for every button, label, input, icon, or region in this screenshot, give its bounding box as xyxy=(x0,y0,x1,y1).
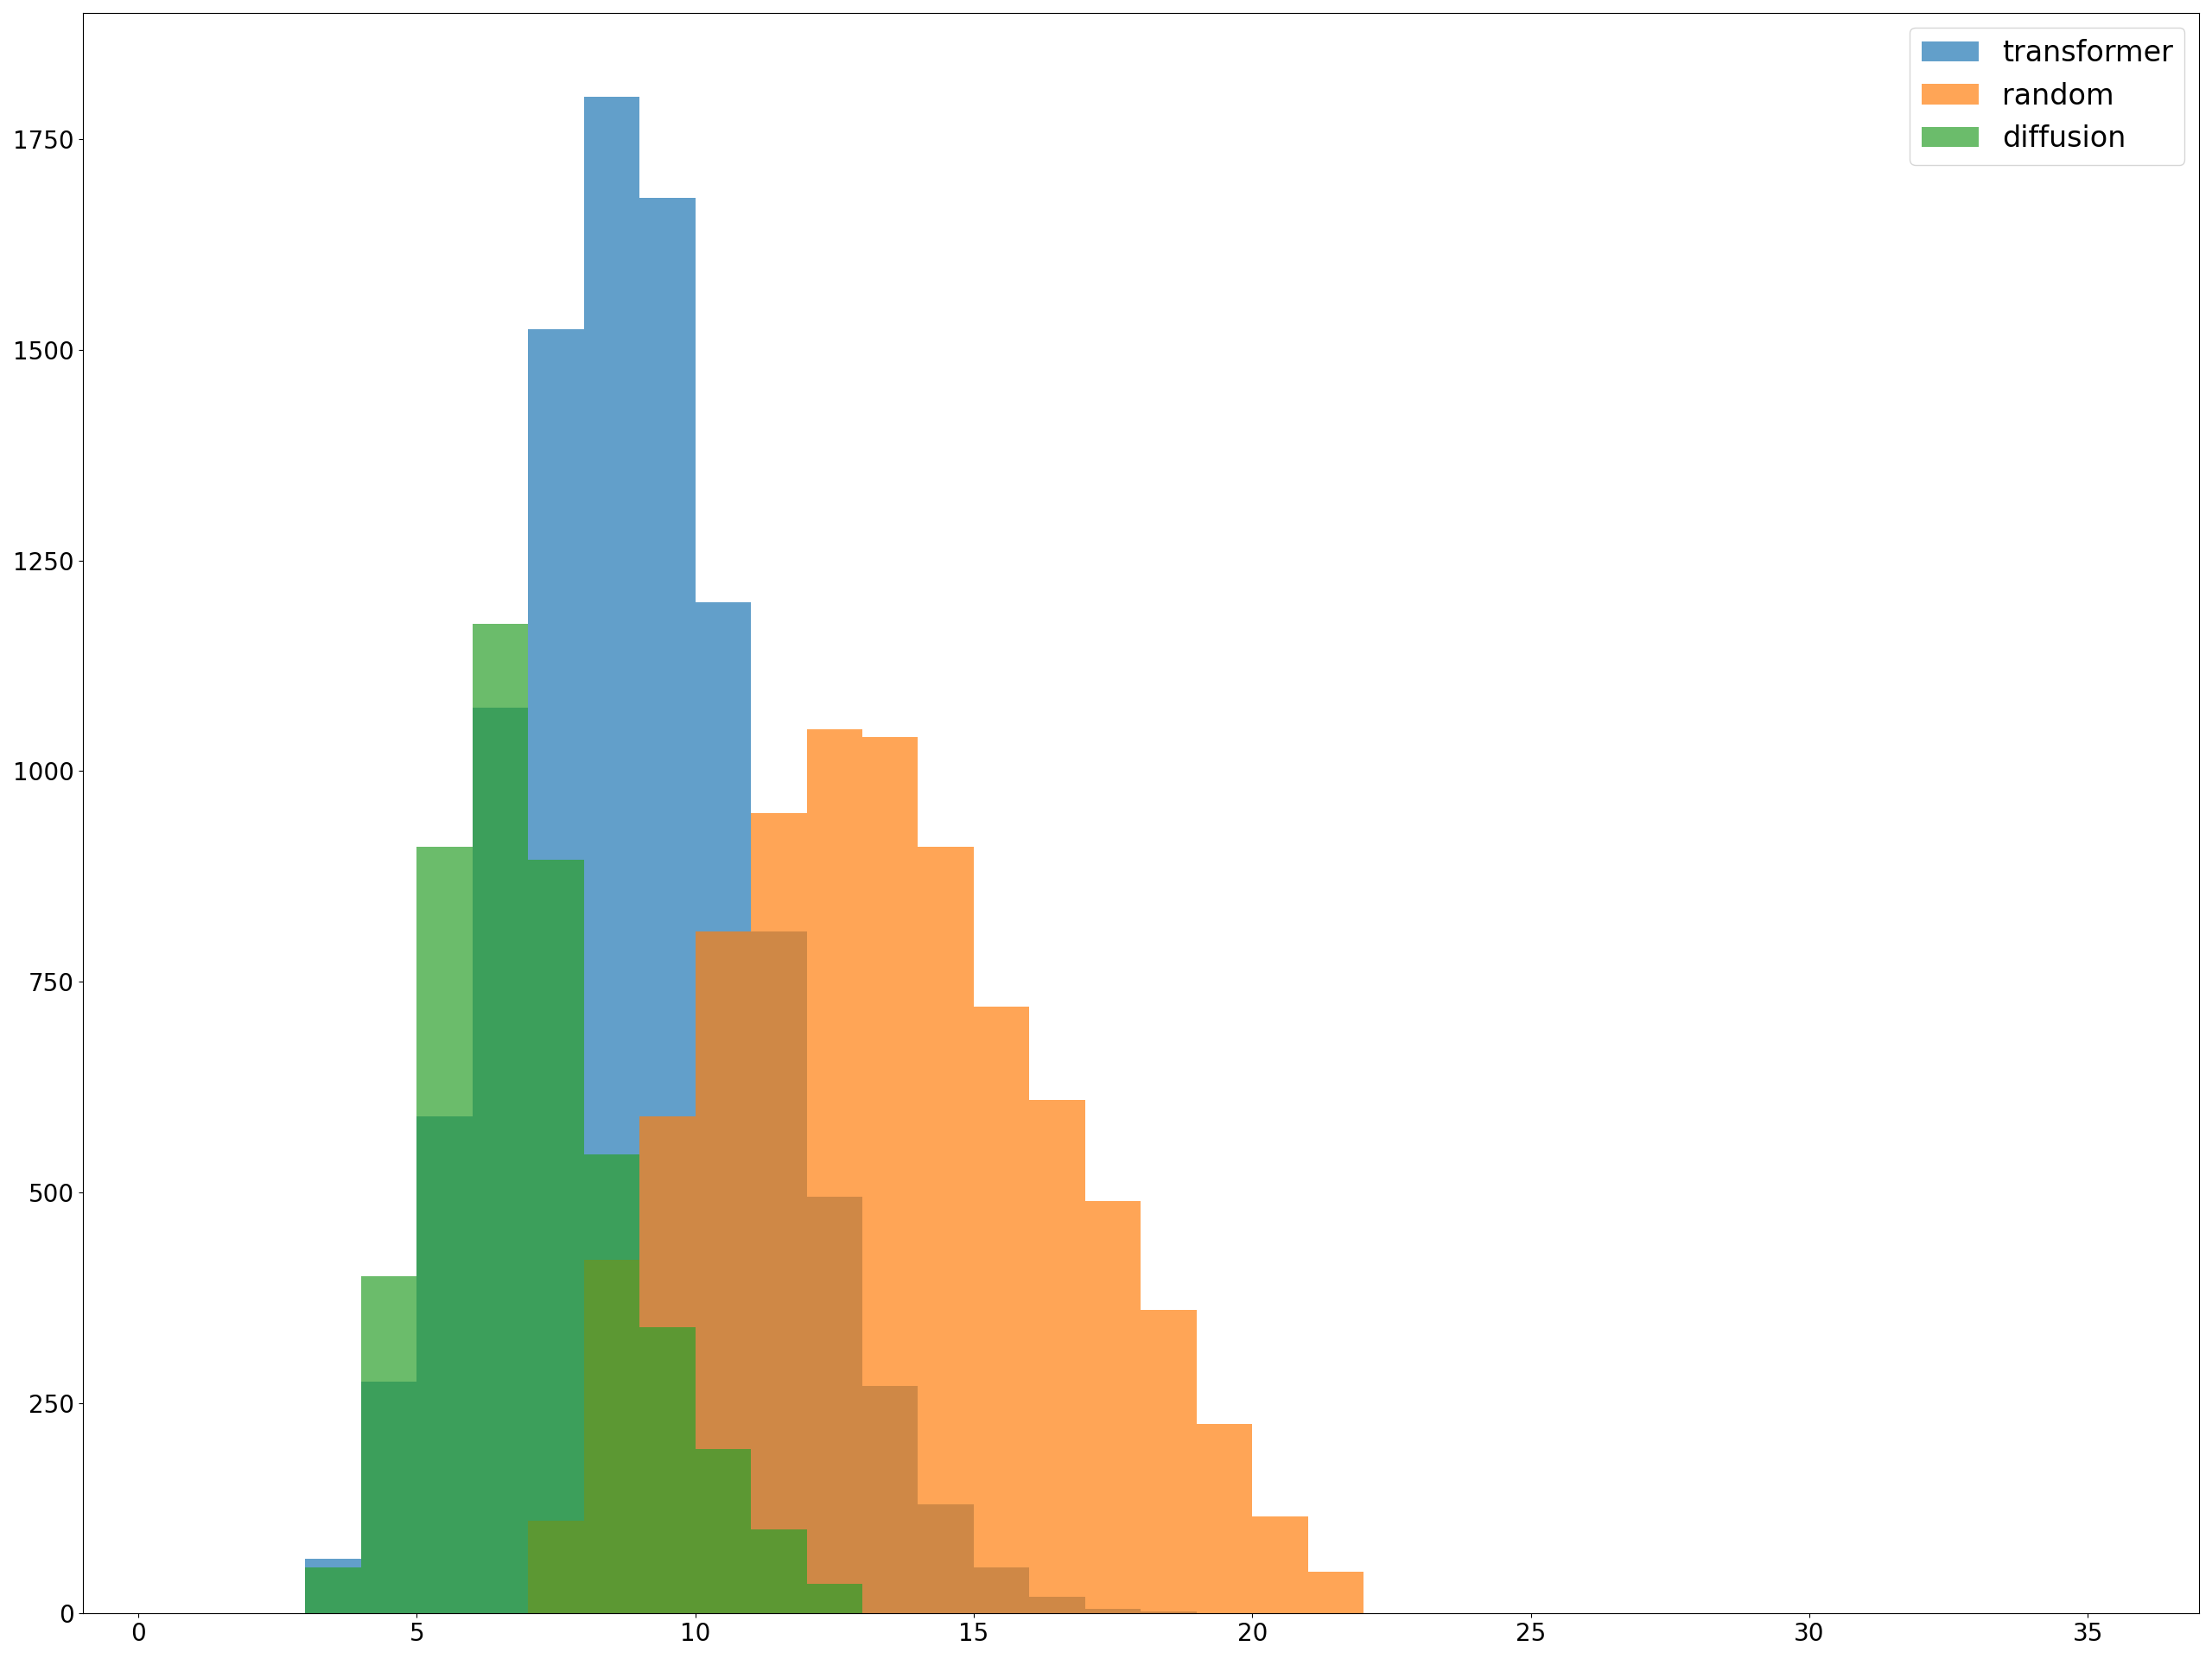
Bar xyxy=(473,624,529,1614)
Bar xyxy=(473,708,529,1614)
Bar xyxy=(807,1196,863,1614)
Bar xyxy=(1086,1609,1141,1614)
Bar xyxy=(1029,1100,1086,1614)
Bar xyxy=(807,1584,863,1614)
Bar xyxy=(973,1007,1029,1614)
Bar xyxy=(1197,1423,1252,1614)
Bar xyxy=(695,931,750,1614)
Bar xyxy=(361,1276,416,1614)
Bar xyxy=(1252,1516,1307,1614)
Bar xyxy=(639,1327,695,1614)
Bar xyxy=(1029,1596,1086,1614)
Bar xyxy=(584,1155,639,1614)
Bar xyxy=(1141,1311,1197,1614)
Bar xyxy=(639,1117,695,1614)
Bar xyxy=(973,1568,1029,1614)
Bar xyxy=(361,1382,416,1614)
Bar xyxy=(750,931,807,1614)
Bar xyxy=(1307,1571,1363,1614)
Bar xyxy=(584,98,639,1614)
Bar xyxy=(695,1450,750,1614)
Bar xyxy=(529,1521,584,1614)
Bar xyxy=(1141,1613,1197,1614)
Bar xyxy=(918,846,973,1614)
Bar xyxy=(1086,1201,1141,1614)
Bar xyxy=(416,1117,473,1614)
Bar xyxy=(529,859,584,1614)
Bar xyxy=(807,728,863,1614)
Bar xyxy=(863,737,918,1614)
Bar xyxy=(416,846,473,1614)
Bar xyxy=(695,602,750,1614)
Bar xyxy=(305,1568,361,1614)
Bar xyxy=(584,1259,639,1614)
Bar xyxy=(639,199,695,1614)
Bar xyxy=(863,1385,918,1614)
Bar xyxy=(750,1530,807,1614)
Bar xyxy=(918,1505,973,1614)
Bar xyxy=(529,328,584,1614)
Bar xyxy=(305,1559,361,1614)
Legend: transformer, random, diffusion: transformer, random, diffusion xyxy=(1909,27,2185,164)
Bar xyxy=(750,813,807,1614)
